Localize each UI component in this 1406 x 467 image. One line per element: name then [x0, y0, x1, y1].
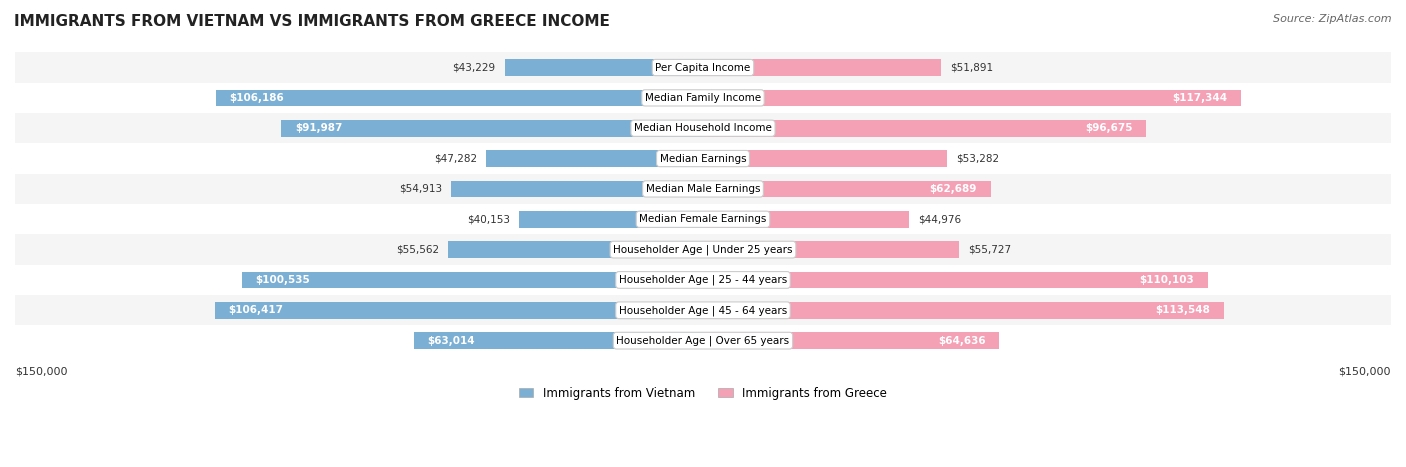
Bar [15, 143, 1391, 174]
Bar [505, 59, 703, 76]
Text: IMMIGRANTS FROM VIETNAM VS IMMIGRANTS FROM GREECE INCOME: IMMIGRANTS FROM VIETNAM VS IMMIGRANTS FR… [14, 14, 610, 29]
Bar [217, 90, 703, 106]
Text: Householder Age | 25 - 44 years: Householder Age | 25 - 44 years [619, 275, 787, 285]
Text: $54,913: $54,913 [399, 184, 441, 194]
Bar [703, 272, 1208, 288]
Bar [281, 120, 703, 136]
Text: Householder Age | Under 25 years: Householder Age | Under 25 years [613, 244, 793, 255]
Text: $55,562: $55,562 [396, 245, 439, 255]
Text: $51,891: $51,891 [950, 63, 993, 72]
Text: $106,417: $106,417 [229, 305, 284, 315]
Text: Median Male Earnings: Median Male Earnings [645, 184, 761, 194]
Bar [703, 120, 1146, 136]
Text: $44,976: $44,976 [918, 214, 962, 224]
Text: Per Capita Income: Per Capita Income [655, 63, 751, 72]
Bar [519, 211, 703, 227]
Bar [15, 174, 1391, 204]
Bar [15, 113, 1391, 143]
Text: $62,689: $62,689 [929, 184, 977, 194]
Bar [486, 150, 703, 167]
Text: $106,186: $106,186 [229, 93, 284, 103]
Bar [15, 325, 1391, 356]
Legend: Immigrants from Vietnam, Immigrants from Greece: Immigrants from Vietnam, Immigrants from… [515, 382, 891, 404]
Bar [703, 302, 1223, 318]
Bar [451, 181, 703, 197]
Text: $96,675: $96,675 [1085, 123, 1133, 133]
Bar [413, 333, 703, 349]
Text: $110,103: $110,103 [1139, 275, 1194, 285]
Bar [15, 83, 1391, 113]
Text: Median Earnings: Median Earnings [659, 154, 747, 163]
Text: $53,282: $53,282 [956, 154, 1000, 163]
Bar [15, 295, 1391, 325]
Text: $150,000: $150,000 [15, 367, 67, 376]
Bar [449, 241, 703, 258]
Bar [703, 181, 991, 197]
Text: Householder Age | 45 - 64 years: Householder Age | 45 - 64 years [619, 305, 787, 316]
Bar [703, 90, 1241, 106]
Text: Householder Age | Over 65 years: Householder Age | Over 65 years [616, 335, 790, 346]
Bar [242, 272, 703, 288]
Bar [703, 150, 948, 167]
Text: $113,548: $113,548 [1156, 305, 1211, 315]
Bar [15, 204, 1391, 234]
Bar [703, 241, 959, 258]
Text: $47,282: $47,282 [434, 154, 477, 163]
Bar [15, 52, 1391, 83]
Bar [15, 265, 1391, 295]
Text: $43,229: $43,229 [453, 63, 495, 72]
Text: Source: ZipAtlas.com: Source: ZipAtlas.com [1274, 14, 1392, 24]
Bar [703, 211, 910, 227]
Bar [215, 302, 703, 318]
Text: $91,987: $91,987 [295, 123, 342, 133]
Text: $100,535: $100,535 [256, 275, 311, 285]
Text: $40,153: $40,153 [467, 214, 509, 224]
Text: Median Household Income: Median Household Income [634, 123, 772, 133]
Text: $150,000: $150,000 [1339, 367, 1391, 376]
Bar [703, 59, 941, 76]
Text: $117,344: $117,344 [1173, 93, 1227, 103]
Text: $64,636: $64,636 [938, 336, 986, 346]
Text: Median Female Earnings: Median Female Earnings [640, 214, 766, 224]
Text: $55,727: $55,727 [967, 245, 1011, 255]
Text: Median Family Income: Median Family Income [645, 93, 761, 103]
Text: $63,014: $63,014 [427, 336, 475, 346]
Bar [15, 234, 1391, 265]
Bar [703, 333, 1000, 349]
